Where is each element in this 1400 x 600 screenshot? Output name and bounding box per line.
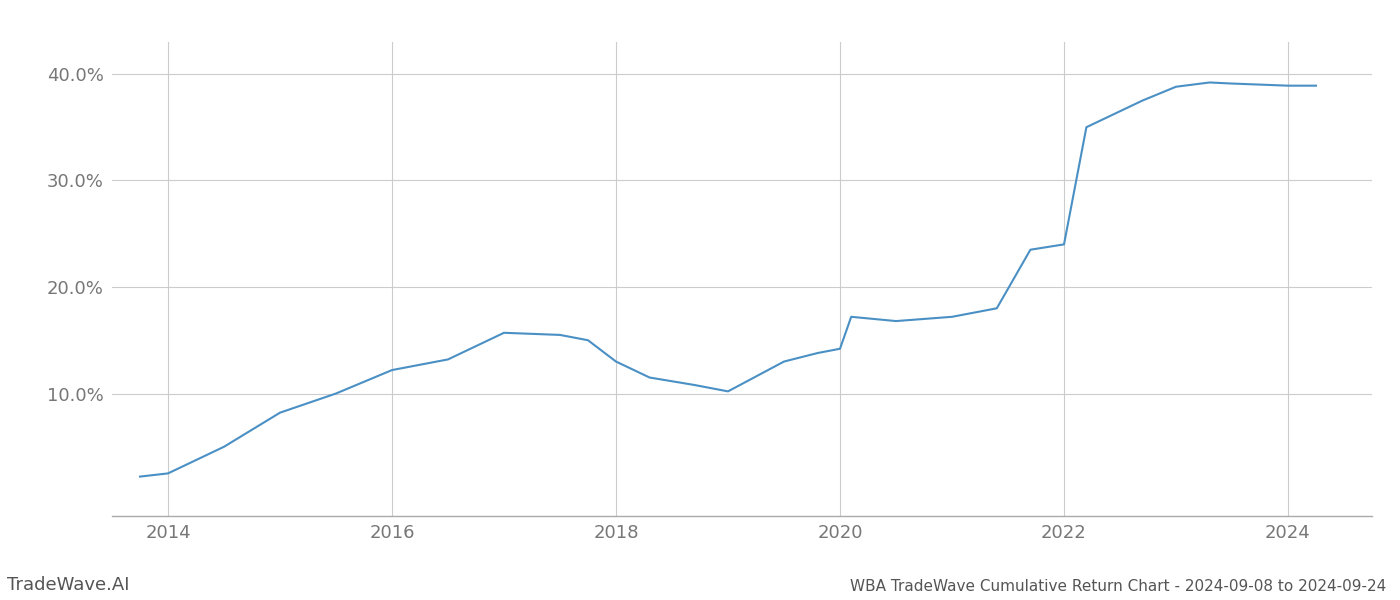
Text: WBA TradeWave Cumulative Return Chart - 2024-09-08 to 2024-09-24: WBA TradeWave Cumulative Return Chart - … [850, 579, 1386, 594]
Text: TradeWave.AI: TradeWave.AI [7, 576, 129, 594]
